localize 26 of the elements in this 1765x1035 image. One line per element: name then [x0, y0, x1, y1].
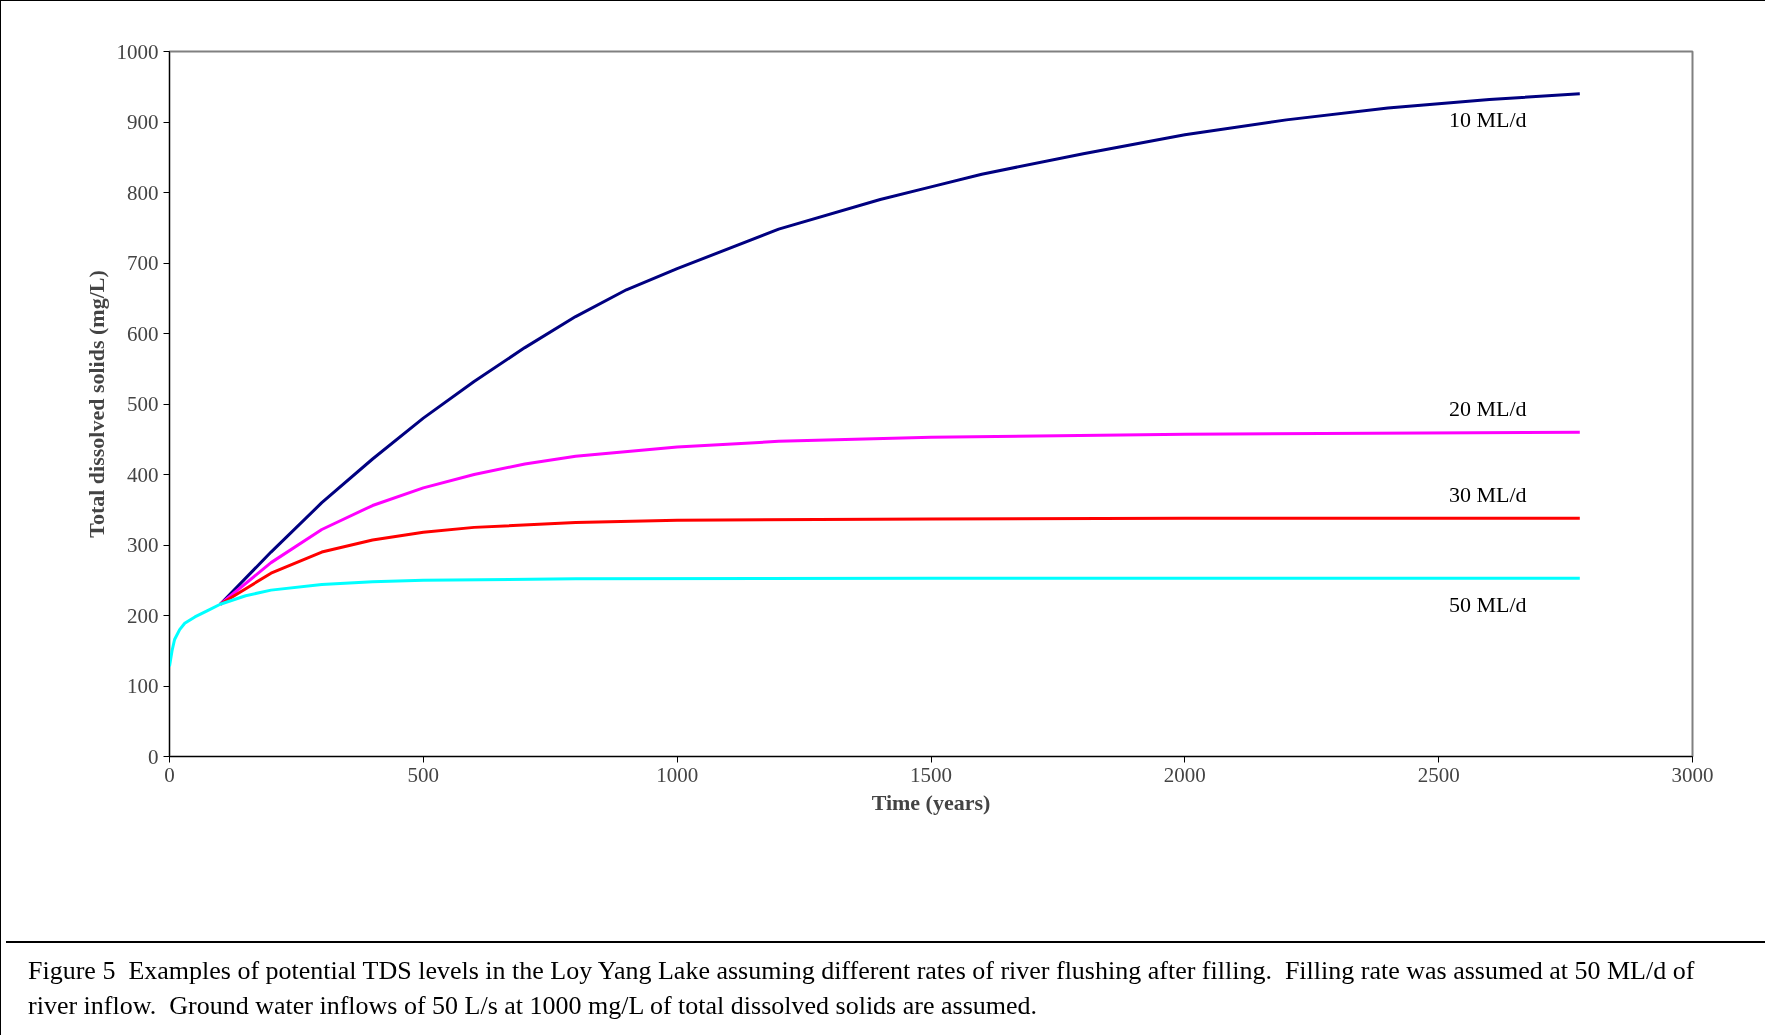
x-tick-label: 1500 — [910, 762, 952, 787]
x-tick-label: 3000 — [1671, 762, 1714, 787]
y-tick-label: 800 — [127, 180, 159, 205]
y-tick-label: 600 — [127, 321, 159, 346]
x-tick-label: 500 — [407, 762, 440, 787]
y-tick-label: 1000 — [116, 39, 159, 64]
series-label: 10 ML/d — [1448, 107, 1527, 133]
y-tick-label: 700 — [127, 251, 159, 275]
y-axis-title: Total dissolved solids (mg/L) — [83, 270, 109, 538]
series-label: 50 ML/d — [1448, 591, 1527, 617]
x-axis-title: Time (years) — [871, 789, 991, 815]
y-tick-label: 0 — [148, 744, 159, 769]
y-tick-label: 500 — [127, 392, 159, 416]
y-tick-label: 300 — [127, 533, 159, 557]
caption: Figure 5 Examples of potential TDS levels in the Loy Yang Lake assuming different rates of river flushing after filling. Filling rate was assumed at 50 ML/d of river inflow. Ground water inflows of 50 L/s at 1000 mg/L of total dissolved solids are assumed. — [28, 955, 1696, 1023]
y-tick-label: 400 — [127, 462, 159, 487]
x-tick-label: 2500 — [1417, 762, 1460, 787]
y-tick-label: 200 — [127, 603, 159, 628]
series-label: 20 ML/d — [1448, 395, 1527, 421]
x-tick-label: 1000 — [656, 762, 699, 787]
line-series — [169, 576, 1582, 668]
x-tick-label: 0 — [164, 762, 175, 787]
y-tick-label: 100 — [127, 674, 159, 698]
y-tick-label: 900 — [127, 110, 159, 134]
x-tick-label: 2000 — [1163, 762, 1206, 787]
series-label: 30 ML/d — [1448, 481, 1527, 507]
